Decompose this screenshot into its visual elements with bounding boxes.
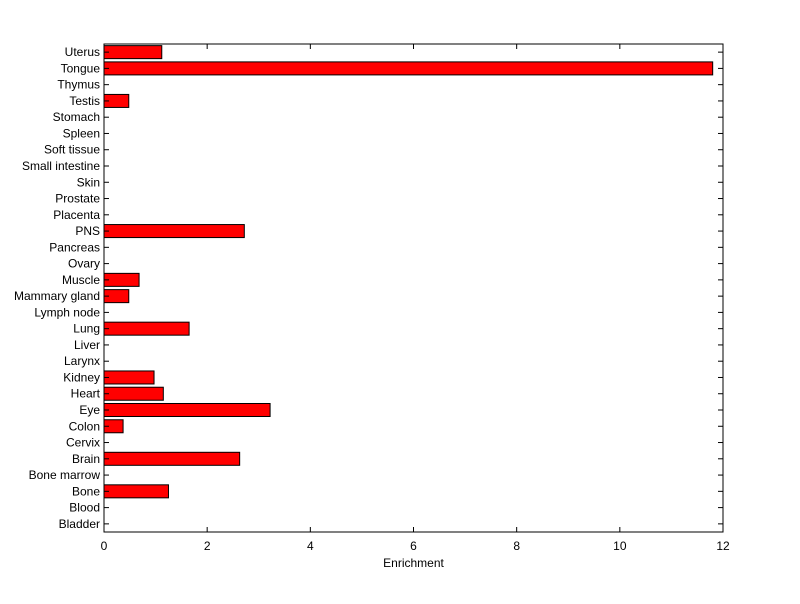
y-tick-label-liver: Liver — [74, 338, 100, 352]
y-tick-label-muscle: Muscle — [62, 273, 100, 287]
y-tick-label-lymph-node: Lymph node — [34, 305, 100, 319]
bar-uterus — [103, 45, 163, 60]
bar-muscle — [103, 272, 140, 287]
x-tick-label-0: 0 — [101, 539, 108, 553]
x-tick-label-2: 2 — [204, 539, 211, 553]
y-tick-label-mammary-gland: Mammary gland — [14, 289, 100, 303]
bar-kidney — [103, 370, 155, 385]
x-tick-label-4: 4 — [307, 539, 314, 553]
x-tick-label-6: 6 — [410, 539, 417, 553]
bar-lung — [103, 321, 190, 336]
y-tick-label-lung: Lung — [73, 322, 100, 336]
y-tick-label-larynx: Larynx — [64, 354, 100, 368]
y-tick-label-thymus: Thymus — [57, 78, 100, 92]
x-tick-label-12: 12 — [716, 539, 730, 553]
y-tick-label-small-intestine: Small intestine — [22, 159, 100, 173]
y-tick-label-stomach: Stomach — [53, 110, 100, 124]
x-axis-label: Enrichment — [383, 556, 444, 570]
y-tick-label-prostate: Prostate — [55, 192, 100, 206]
y-tick-label-heart: Heart — [71, 387, 101, 401]
x-tick-label-10: 10 — [613, 539, 627, 553]
ticks — [103, 44, 724, 532]
y-tick-label-tongue: Tongue — [61, 61, 101, 75]
bars — [103, 45, 714, 499]
tick-labels: Uterus Tongue Thymus Testis Stomach Spleen Sof… — [14, 45, 730, 553]
y-tick-label-cervix: Cervix — [66, 436, 100, 450]
y-tick-label-colon: Colon — [69, 419, 100, 433]
bar-heart — [103, 386, 164, 401]
y-tick-label-eye: Eye — [79, 403, 100, 417]
y-tick-label-skin: Skin — [77, 175, 100, 189]
y-tick-label-bone: Bone — [72, 484, 100, 498]
y-tick-label-uterus: Uterus — [65, 45, 100, 59]
y-tick-label-placenta: Placenta — [53, 208, 100, 222]
bar-brain — [103, 451, 241, 466]
y-tick-label-brain: Brain — [72, 452, 100, 466]
bar-tongue — [103, 61, 714, 76]
y-tick-label-bone-marrow: Bone marrow — [29, 468, 101, 482]
bar-pns — [103, 224, 245, 239]
bar-bone — [103, 484, 169, 499]
y-tick-label-soft-tissue: Soft tissue — [44, 143, 100, 157]
y-tick-label-bladder: Bladder — [59, 517, 100, 531]
y-tick-label-ovary: Ovary — [68, 257, 100, 271]
x-tick-label-8: 8 — [513, 539, 520, 553]
y-tick-label-blood: Blood — [69, 501, 100, 515]
y-tick-label-pancreas: Pancreas — [49, 240, 100, 254]
bar-eye — [103, 402, 271, 418]
y-tick-label-pns: PNS — [75, 224, 100, 238]
y-tick-label-kidney: Kidney — [63, 370, 100, 384]
y-tick-label-spleen: Spleen — [63, 126, 100, 140]
y-tick-label-testis: Testis — [69, 94, 100, 108]
